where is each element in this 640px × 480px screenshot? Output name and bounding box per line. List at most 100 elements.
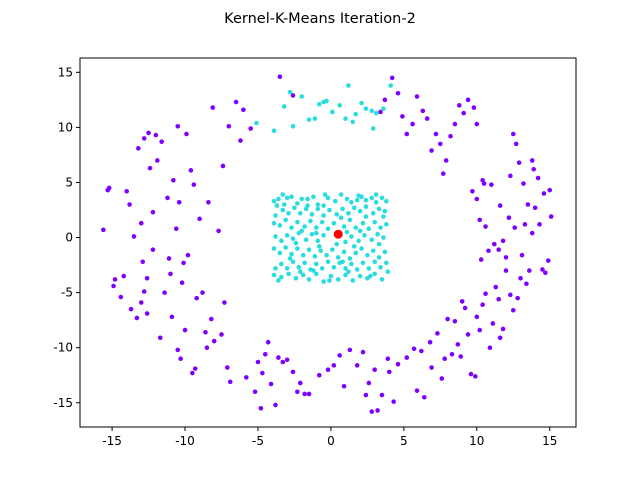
cluster-outer-point [419,348,424,354]
cluster-outer-point [487,345,493,350]
cluster-outer-point [455,342,461,347]
cluster-inner-point [314,225,319,230]
cluster-inner-point [295,219,300,225]
cluster-outer-point [144,311,150,316]
cluster-inner-point [344,229,350,235]
cluster-outer-point [375,408,380,413]
cluster-outer-point [535,175,541,181]
cluster-outer-point [302,391,307,397]
cluster-inner-point [372,219,377,225]
cluster-inner-point [289,225,294,230]
cluster-outer-point [532,205,538,211]
cluster-outer-point [219,332,224,337]
cluster-inner-point [341,249,347,255]
cluster-center-marker [333,229,343,239]
cluster-inner-point [360,260,366,266]
cluster-outer-point [140,259,146,265]
cluster-outer-point [545,258,551,263]
cluster-inner-point [324,98,329,104]
cluster-outer-point [225,365,230,370]
cluster-inner-point [372,259,377,265]
cluster-outer-point [277,74,283,80]
cluster-outer-point [382,97,388,103]
cluster-outer-point [306,391,312,397]
cluster-inner-point [314,230,319,236]
cluster-outer-point [438,141,443,147]
cluster-outer-point [354,363,360,368]
cluster-inner-point [353,111,359,117]
cluster-inner-point [379,277,385,282]
cluster-inner-point [283,217,288,223]
cluster-inner-point [302,260,307,266]
cluster-outer-point [543,270,548,276]
cluster-outer-point [136,146,141,151]
cluster-inner-point [373,192,379,197]
cluster-inner-point [369,237,375,243]
cluster-outer-point [325,367,331,373]
cluster-inner-point [284,266,290,271]
cluster-outer-point [435,331,440,336]
cluster-outer-point [492,241,497,247]
cluster-outer-point [433,131,439,137]
cluster-outer-point [414,388,420,393]
cluster-outer-point [208,316,214,322]
cluster-outer-point [524,281,529,287]
cluster-inner-point [353,225,359,230]
y-tick-label: 5 [65,175,73,189]
cluster-inner-point [376,206,382,212]
cluster-outer-point [414,94,420,99]
cluster-outer-point [442,356,448,362]
cluster-centers [333,229,343,239]
cluster-outer-point [395,90,401,96]
cluster-outer-point [483,291,488,297]
cluster-outer-point [211,338,217,344]
cluster-inner-point [363,204,369,209]
cluster-inner-point [363,197,369,203]
cluster-inner-point [346,83,351,88]
cluster-outer-point [489,182,494,187]
cluster-outer-point [378,109,383,115]
cluster-outer-point [159,139,164,145]
cluster-outer-point [157,335,163,341]
cluster-outer-point [496,247,501,252]
cluster-inner-point [279,238,284,244]
cluster-outer-point [341,383,347,389]
cluster-outer-point [483,224,488,229]
cluster-outer-point [400,114,405,119]
cluster-outer-point [260,370,265,376]
cluster-inner-point [388,83,394,88]
cluster-outer-point [496,296,501,302]
cluster-outer-point [478,257,484,262]
cluster-inner-point [366,266,372,271]
cluster-inner-point [314,261,319,267]
cluster-inner-point [349,200,354,205]
cluster-inner-point [369,108,375,114]
cluster-inner-point [318,248,324,254]
y-tick-label: 0 [65,231,73,245]
cluster-inner-point [276,196,281,202]
cluster-outer-point [210,105,216,110]
cluster-outer-point [337,353,342,358]
cluster-inner-point [372,271,377,277]
cluster-outer-point [518,276,523,281]
cluster-outer-point [290,369,296,375]
cluster-outer-point [477,327,483,333]
cluster-inner-point [343,239,348,245]
cluster-outer-point [150,247,156,252]
cluster-inner-point [280,207,286,213]
cluster-inner-point [297,211,303,216]
cluster-inner-point [332,198,338,204]
cluster-inner-point [286,271,291,277]
cluster-inner-point [254,120,259,126]
cluster-inner-point [277,250,283,256]
cluster-inner-point [338,215,344,221]
cluster-outer-point [474,314,480,320]
cluster-inner-point [381,214,386,219]
cluster-outer-point [429,148,434,153]
cluster-outer-point [241,107,246,113]
cluster-outer-point [101,227,106,233]
cluster-outer-point [127,202,132,207]
cluster-inner-point [357,273,363,279]
cluster-inner-point [347,217,353,223]
